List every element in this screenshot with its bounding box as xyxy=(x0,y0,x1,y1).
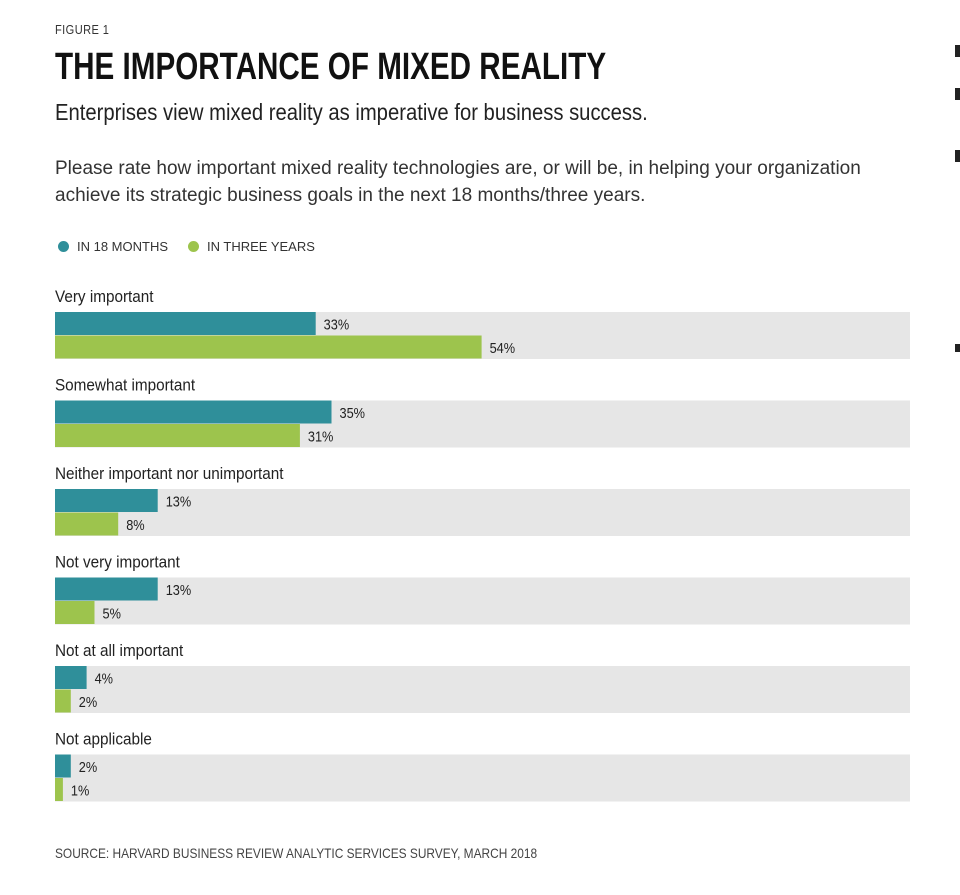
bar-three-years xyxy=(55,689,71,713)
bar-three-years xyxy=(55,335,482,359)
category-label: Not applicable xyxy=(55,730,152,749)
bar-track xyxy=(55,489,910,536)
bar-three-years xyxy=(55,512,119,536)
edge-mark xyxy=(955,45,960,57)
bar-18-months xyxy=(55,754,71,778)
chart-title: THE IMPORTANCE OF MIXED REALITY xyxy=(55,46,607,88)
bar-18-months xyxy=(55,577,158,601)
category-label: Not very important xyxy=(55,553,180,572)
bar-18-months xyxy=(55,312,316,335)
bar-chart: Very important 33% 54% Somewhat important 35… xyxy=(55,287,910,802)
data-label-18-months: 13% xyxy=(166,581,192,598)
data-label-three-years: 2% xyxy=(79,693,97,710)
figure-label: FIGURE 1 xyxy=(55,22,110,37)
data-label-three-years: 31% xyxy=(308,427,334,444)
bar-three-years xyxy=(55,601,95,624)
source-note: SOURCE: HARVARD BUSINESS REVIEW ANALYTIC… xyxy=(55,845,538,861)
survey-question: Please rate how important mixed reality … xyxy=(55,158,861,206)
bar-track xyxy=(55,666,910,713)
bar-track xyxy=(55,577,910,625)
data-label-three-years: 8% xyxy=(126,516,144,533)
edge-mark xyxy=(955,150,960,162)
chart-subtitle: Enterprises view mixed reality as impera… xyxy=(55,99,648,125)
bar-18-months xyxy=(55,666,87,689)
legend: IN 18 MONTHS IN THREE YEARS xyxy=(58,239,335,254)
category-label: Very important xyxy=(55,287,154,306)
edge-mark xyxy=(955,88,960,100)
category-label: Somewhat important xyxy=(55,376,196,395)
legend-item-three-years: IN THREE YEARS xyxy=(188,239,315,254)
bar-three-years xyxy=(55,778,63,801)
category-label: Neither important nor unimportant xyxy=(55,464,284,483)
legend-item-18-months: IN 18 MONTHS xyxy=(58,239,168,254)
data-label-three-years: 1% xyxy=(71,781,89,798)
data-label-18-months: 33% xyxy=(324,315,350,332)
data-label-18-months: 2% xyxy=(79,758,97,775)
bar-18-months xyxy=(55,400,332,424)
legend-label-three-years: IN THREE YEARS xyxy=(207,239,315,254)
category-label: Not at all important xyxy=(55,641,184,660)
legend-label-18-months: IN 18 MONTHS xyxy=(77,239,169,254)
bar-three-years xyxy=(55,424,300,447)
bar-track xyxy=(55,754,910,802)
data-label-18-months: 4% xyxy=(95,669,113,686)
data-label-three-years: 54% xyxy=(490,339,516,356)
edge-mark xyxy=(955,344,960,352)
legend-swatch-three-years xyxy=(188,241,200,252)
data-label-18-months: 13% xyxy=(166,492,192,509)
data-label-18-months: 35% xyxy=(340,404,366,421)
bar-18-months xyxy=(55,489,158,512)
legend-swatch-18-months xyxy=(58,241,69,252)
data-label-three-years: 5% xyxy=(103,604,121,621)
